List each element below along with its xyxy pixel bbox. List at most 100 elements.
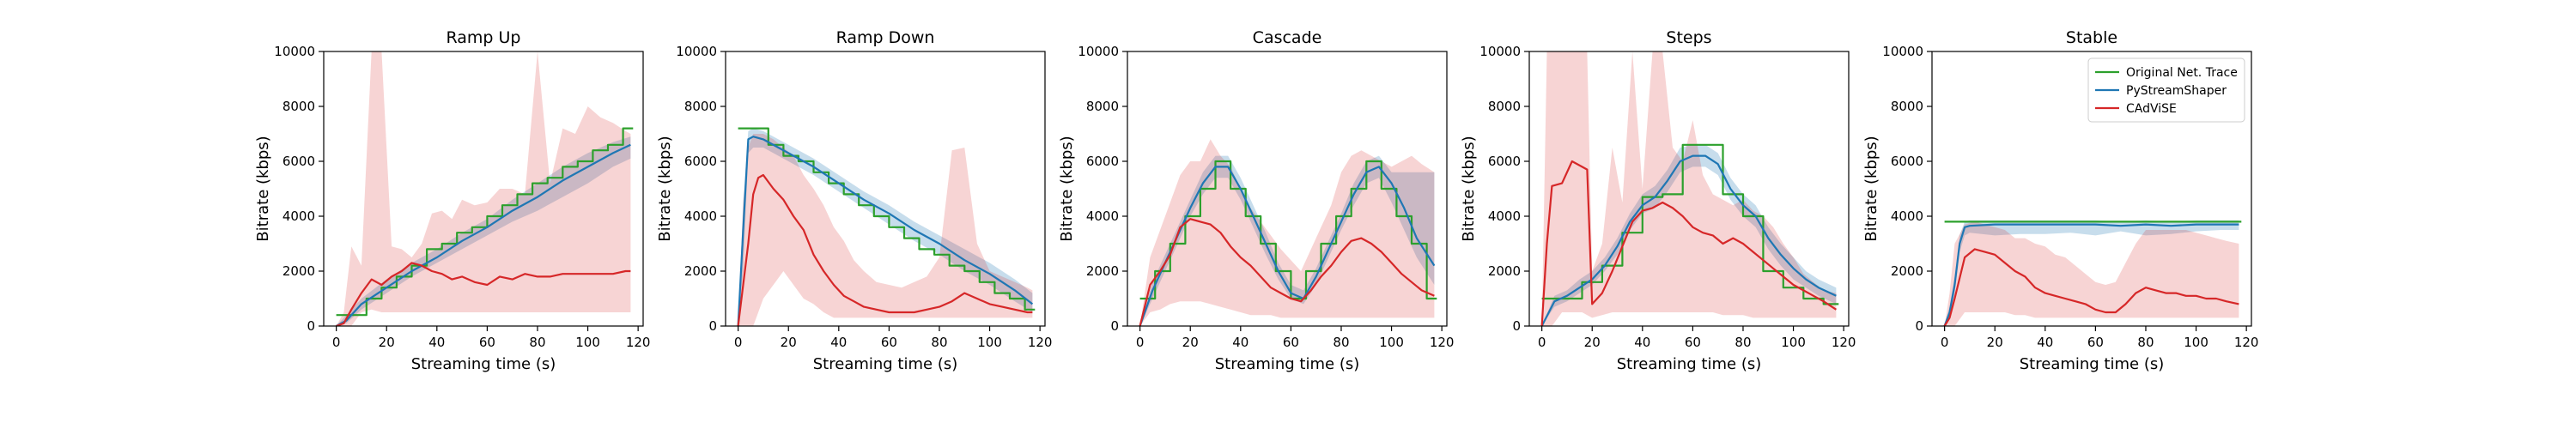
plot-area [1540,51,1839,326]
y-tick-label: 0 [1915,318,1923,334]
legend: Original Net. Trace PyStreamShaper CAdViSE [2087,57,2245,123]
y-tick-label: 8000 [684,99,717,114]
subplot-title: Cascade [1253,28,1322,47]
x-tick-label: 60 [1685,335,1701,350]
plot-area [1943,220,2242,326]
series-line-2 [1139,218,1435,326]
x-tick-label: 120 [2234,335,2259,350]
x-tick-label: 0 [1136,335,1145,350]
subplot-title: Ramp Down [836,28,935,47]
x-tick-label: 20 [379,335,395,350]
x-tick-label: 60 [479,335,495,350]
band-2 [336,51,631,326]
subplot-4: 0 20 40 60 80 100 120 0 2000 4000 6000 8000 10000 Sta… [1862,28,2258,373]
plot-area [336,51,634,326]
y-tick-label: 4000 [1488,208,1521,224]
y-tick-label: 8000 [1488,99,1521,114]
series-line-1 [1540,154,1837,326]
series-line-1 [1943,223,2239,326]
series-line-2 [1540,160,1838,326]
x-tick-label: 0 [1941,335,1949,350]
y-tick-label: 2000 [1086,263,1119,279]
y-tick-label: 10000 [1078,44,1119,59]
x-tick-label: 80 [1333,335,1349,350]
series-line-2 [1943,248,2239,326]
x-tick-label: 80 [2137,335,2154,350]
axes-frame [725,51,1046,327]
axes-frame [1528,51,1850,327]
y-tick-label: 0 [307,318,315,334]
series-line-0 [1139,160,1437,300]
band-1 [1139,155,1435,326]
y-tick-label: 8000 [1086,99,1119,114]
y-axis-label: Bitrate (kbps) [1058,136,1076,241]
y-tick-label: 10000 [274,44,315,59]
x-tick-label: 40 [2037,335,2053,350]
x-axis-label: Streaming time (s) [1617,355,1762,373]
legend-entry: CAdViSE [2126,102,2177,116]
x-tick-label: 0 [332,335,341,350]
subplot-1: 0 20 40 60 80 100 120 0 2000 4000 6000 8000 10000 Ram… [656,28,1052,373]
x-tick-label: 20 [1987,335,2003,350]
x-tick-label: 120 [1028,335,1053,350]
x-tick-label: 20 [1182,335,1199,350]
x-tick-label: 40 [830,335,847,350]
y-tick-label: 2000 [1891,263,1923,279]
y-tick-label: 4000 [283,208,315,224]
y-tick-label: 6000 [1086,154,1119,169]
x-tick-label: 100 [1379,335,1404,350]
axes-frame [1931,51,2252,327]
y-tick-label: 8000 [283,99,315,114]
series-line-0 [336,127,634,317]
legend-frame [2087,57,2245,123]
x-tick-label: 120 [626,335,651,350]
y-tick-label: 0 [1512,318,1521,334]
band-1 [1944,220,2239,326]
legend-entry: PyStreamShaper [2126,84,2227,98]
x-tick-label: 60 [2087,335,2104,350]
axes-frame [323,51,644,327]
series-line-1 [737,136,1034,326]
x-tick-label: 80 [1735,335,1751,350]
x-tick-label: 100 [2184,335,2208,350]
subplot-title: Ramp Up [446,28,520,47]
x-tick-label: 80 [931,335,947,350]
axes-frame [1127,51,1448,327]
series-line-2 [336,262,631,326]
band-2 [738,134,1033,326]
y-tick-label: 10000 [1479,44,1521,59]
series-line-2 [737,173,1033,326]
subplot-3: 0 20 40 60 80 100 120 0 2000 4000 6000 8000 10000 Ste… [1460,28,1856,373]
y-tick-label: 2000 [283,263,315,279]
subplot-2: 0 20 40 60 80 100 120 0 2000 4000 6000 8000 10000 Cas… [1058,28,1454,373]
y-tick-label: 6000 [684,154,717,169]
x-tick-label: 20 [1584,335,1601,350]
x-axis-label: Streaming time (s) [813,355,958,373]
y-axis-label: Bitrate (kbps) [656,136,674,241]
y-tick-label: 10000 [676,44,717,59]
series-line-1 [1139,166,1436,326]
y-tick-label: 2000 [1488,263,1521,279]
x-tick-label: 80 [529,335,545,350]
y-tick-label: 6000 [1488,154,1521,169]
plot-area [737,127,1036,326]
y-tick-label: 2000 [684,263,717,279]
subplot-title: Steps [1666,28,1711,47]
y-tick-label: 6000 [283,154,315,169]
x-tick-label: 40 [428,335,445,350]
subplot-title: Stable [2066,28,2117,47]
y-tick-label: 4000 [684,208,717,224]
x-tick-label: 100 [977,335,1002,350]
x-axis-label: Streaming time (s) [411,355,556,373]
y-tick-label: 0 [1110,318,1119,334]
y-tick-label: 4000 [1891,208,1923,224]
x-tick-label: 100 [575,335,600,350]
x-tick-label: 20 [781,335,797,350]
x-tick-label: 60 [1283,335,1299,350]
legend-entry: Original Net. Trace [2126,66,2238,80]
band-2 [1139,139,1435,326]
y-tick-label: 10000 [1882,44,1923,59]
x-tick-label: 40 [1232,335,1249,350]
y-tick-label: 6000 [1891,154,1923,169]
